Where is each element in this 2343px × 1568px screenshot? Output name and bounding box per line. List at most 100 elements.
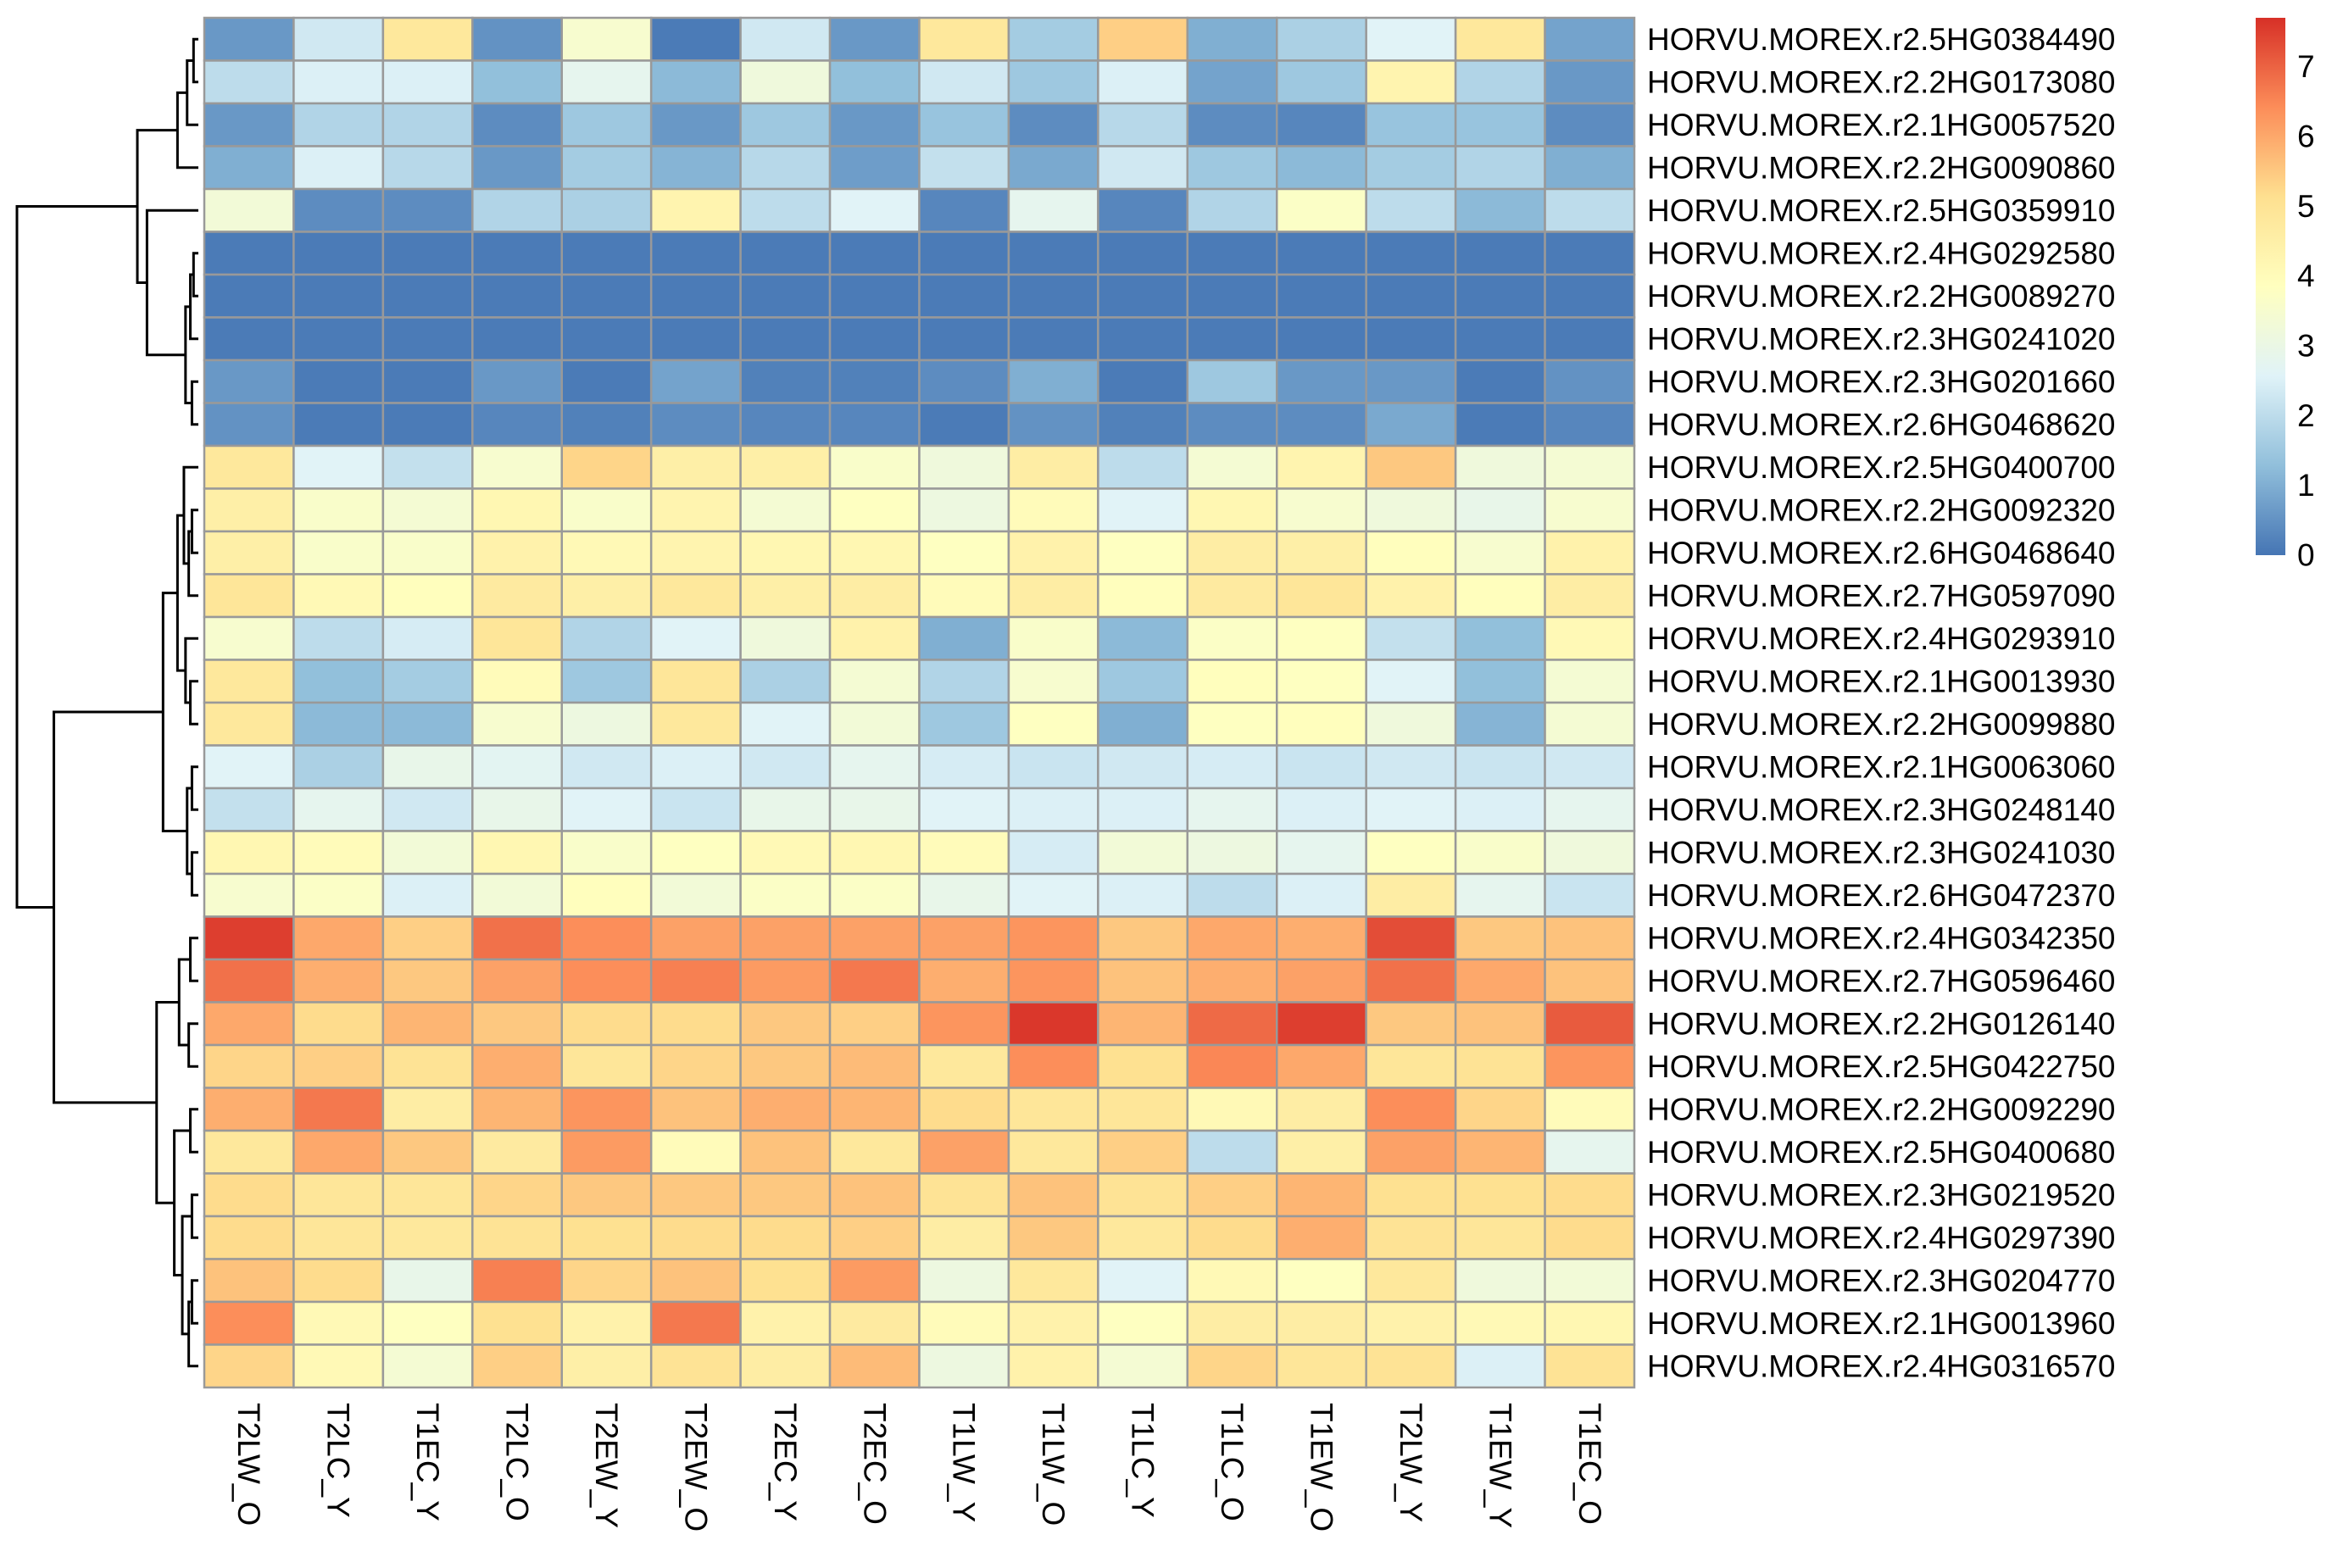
heatmap-cell <box>560 402 653 448</box>
heatmap-cell <box>739 231 832 276</box>
heatmap-cell <box>1276 1215 1367 1260</box>
heatmap-cell <box>1186 830 1278 876</box>
heatmap-cell <box>918 1300 1010 1346</box>
heatmap-cell <box>560 1215 653 1260</box>
heatmap-cell <box>739 872 832 918</box>
heatmap-cell <box>292 444 385 490</box>
heatmap-cell <box>828 1215 921 1260</box>
heatmap-cell <box>471 615 563 661</box>
heatmap-cell <box>1454 659 1546 704</box>
heatmap-cell <box>1454 1172 1546 1218</box>
heatmap-cell <box>1544 1258 1636 1304</box>
row-label: HORVU.MOREX.r2.3HG0219520 <box>1647 1177 2116 1212</box>
dendrogram-branch <box>189 273 198 341</box>
heatmap-cell <box>739 59 832 105</box>
heatmap-cell <box>828 701 921 747</box>
dendrogram-branch <box>181 1215 192 1336</box>
heatmap-cell <box>1186 145 1278 191</box>
heatmap-cell <box>1365 316 1457 362</box>
heatmap-cell <box>1454 359 1546 404</box>
heatmap-cell <box>918 1087 1010 1132</box>
heatmap-cell <box>649 1300 742 1346</box>
dendrogram-branch <box>53 710 164 1104</box>
heatmap-cell <box>1186 1043 1278 1089</box>
heatmap-cell <box>1097 1343 1189 1389</box>
heatmap-cell <box>918 530 1010 575</box>
heatmap-cell <box>560 1001 653 1047</box>
heatmap-cell <box>1007 1087 1099 1132</box>
dendrogram-branch <box>190 1193 198 1239</box>
row-label: HORVU.MOREX.r2.4HG0316570 <box>1647 1348 2116 1383</box>
dendrogram-branch <box>190 509 198 554</box>
heatmap-cell <box>649 359 742 404</box>
heatmap-cell <box>1097 102 1189 147</box>
heatmap-cell <box>1544 316 1636 362</box>
heatmap-cell <box>1365 659 1457 704</box>
heatmap-cell <box>649 1043 742 1089</box>
heatmap-cell <box>649 915 742 961</box>
heatmap-cell <box>828 915 921 961</box>
heatmap-cell <box>649 487 742 533</box>
heatmap-cell <box>918 787 1010 832</box>
heatmap-cell <box>649 1129 742 1175</box>
heatmap-cell <box>918 1001 1010 1047</box>
heatmap-cell <box>1007 1043 1099 1089</box>
column-label: T2LW_Y <box>1394 1403 1428 1522</box>
heatmap-cell <box>1097 1215 1189 1260</box>
heatmap-cell <box>381 1129 474 1175</box>
heatmap-cell <box>1097 1129 1189 1175</box>
heatmap-cell <box>649 1172 742 1218</box>
dendrogram-branch <box>190 1279 198 1325</box>
heatmap-cell <box>918 59 1010 105</box>
heatmap-cell <box>292 1215 385 1260</box>
heatmap-cell <box>1186 187 1278 233</box>
heatmap-cell <box>649 1001 742 1047</box>
heatmap-cell <box>1276 915 1367 961</box>
heatmap-cell <box>381 787 474 832</box>
heatmap-cell <box>918 316 1010 362</box>
heatmap-cell <box>1186 359 1278 404</box>
dendrogram-branch <box>189 937 198 982</box>
heatmap-cell <box>1186 444 1278 490</box>
heatmap-cell <box>203 787 295 832</box>
heatmap-cell <box>560 659 653 704</box>
heatmap-cell <box>918 615 1010 661</box>
row-label: HORVU.MOREX.r2.5HG0400700 <box>1647 450 2116 485</box>
heatmap-cell <box>560 615 653 661</box>
heatmap-cell <box>739 359 832 404</box>
heatmap-cell <box>1007 231 1099 276</box>
heatmap-cell <box>649 231 742 276</box>
heatmap-cell <box>381 701 474 747</box>
heatmap-cell <box>649 701 742 747</box>
heatmap-cell <box>1276 145 1367 191</box>
heatmap-cell <box>381 1300 474 1346</box>
heatmap-cell <box>918 915 1010 961</box>
heatmap-cell <box>918 744 1010 790</box>
heatmap-cell <box>381 872 474 918</box>
heatmap-cell <box>1097 1258 1189 1304</box>
heatmap-cell <box>739 1215 832 1260</box>
heatmap-cell <box>828 1043 921 1089</box>
heatmap-cell <box>1544 359 1636 404</box>
legend-tick-label: 4 <box>2297 259 2315 293</box>
row-label: HORVU.MOREX.r2.1HG0063060 <box>1647 749 2116 784</box>
heatmap-cell <box>381 1043 474 1089</box>
column-label: T2LC_O <box>500 1403 535 1521</box>
heatmap-cell <box>739 1129 832 1175</box>
heatmap-cell <box>828 615 921 661</box>
heatmap-cell <box>1186 16 1278 62</box>
dendrogram-branch <box>182 465 198 565</box>
heatmap-cell <box>1544 530 1636 575</box>
heatmap-cell <box>560 273 653 319</box>
heatmap-cell <box>560 830 653 876</box>
heatmap-cell <box>1097 701 1189 747</box>
heatmap-cell <box>203 444 295 490</box>
heatmap-cell <box>828 59 921 105</box>
heatmap-cell <box>560 145 653 191</box>
heatmap-cell <box>203 273 295 319</box>
heatmap-cell <box>471 187 563 233</box>
heatmap-cell <box>1365 1087 1457 1132</box>
colorbar <box>2256 18 2285 555</box>
row-label: HORVU.MOREX.r2.7HG0596460 <box>1647 964 2116 998</box>
heatmap-cell <box>1007 187 1099 233</box>
